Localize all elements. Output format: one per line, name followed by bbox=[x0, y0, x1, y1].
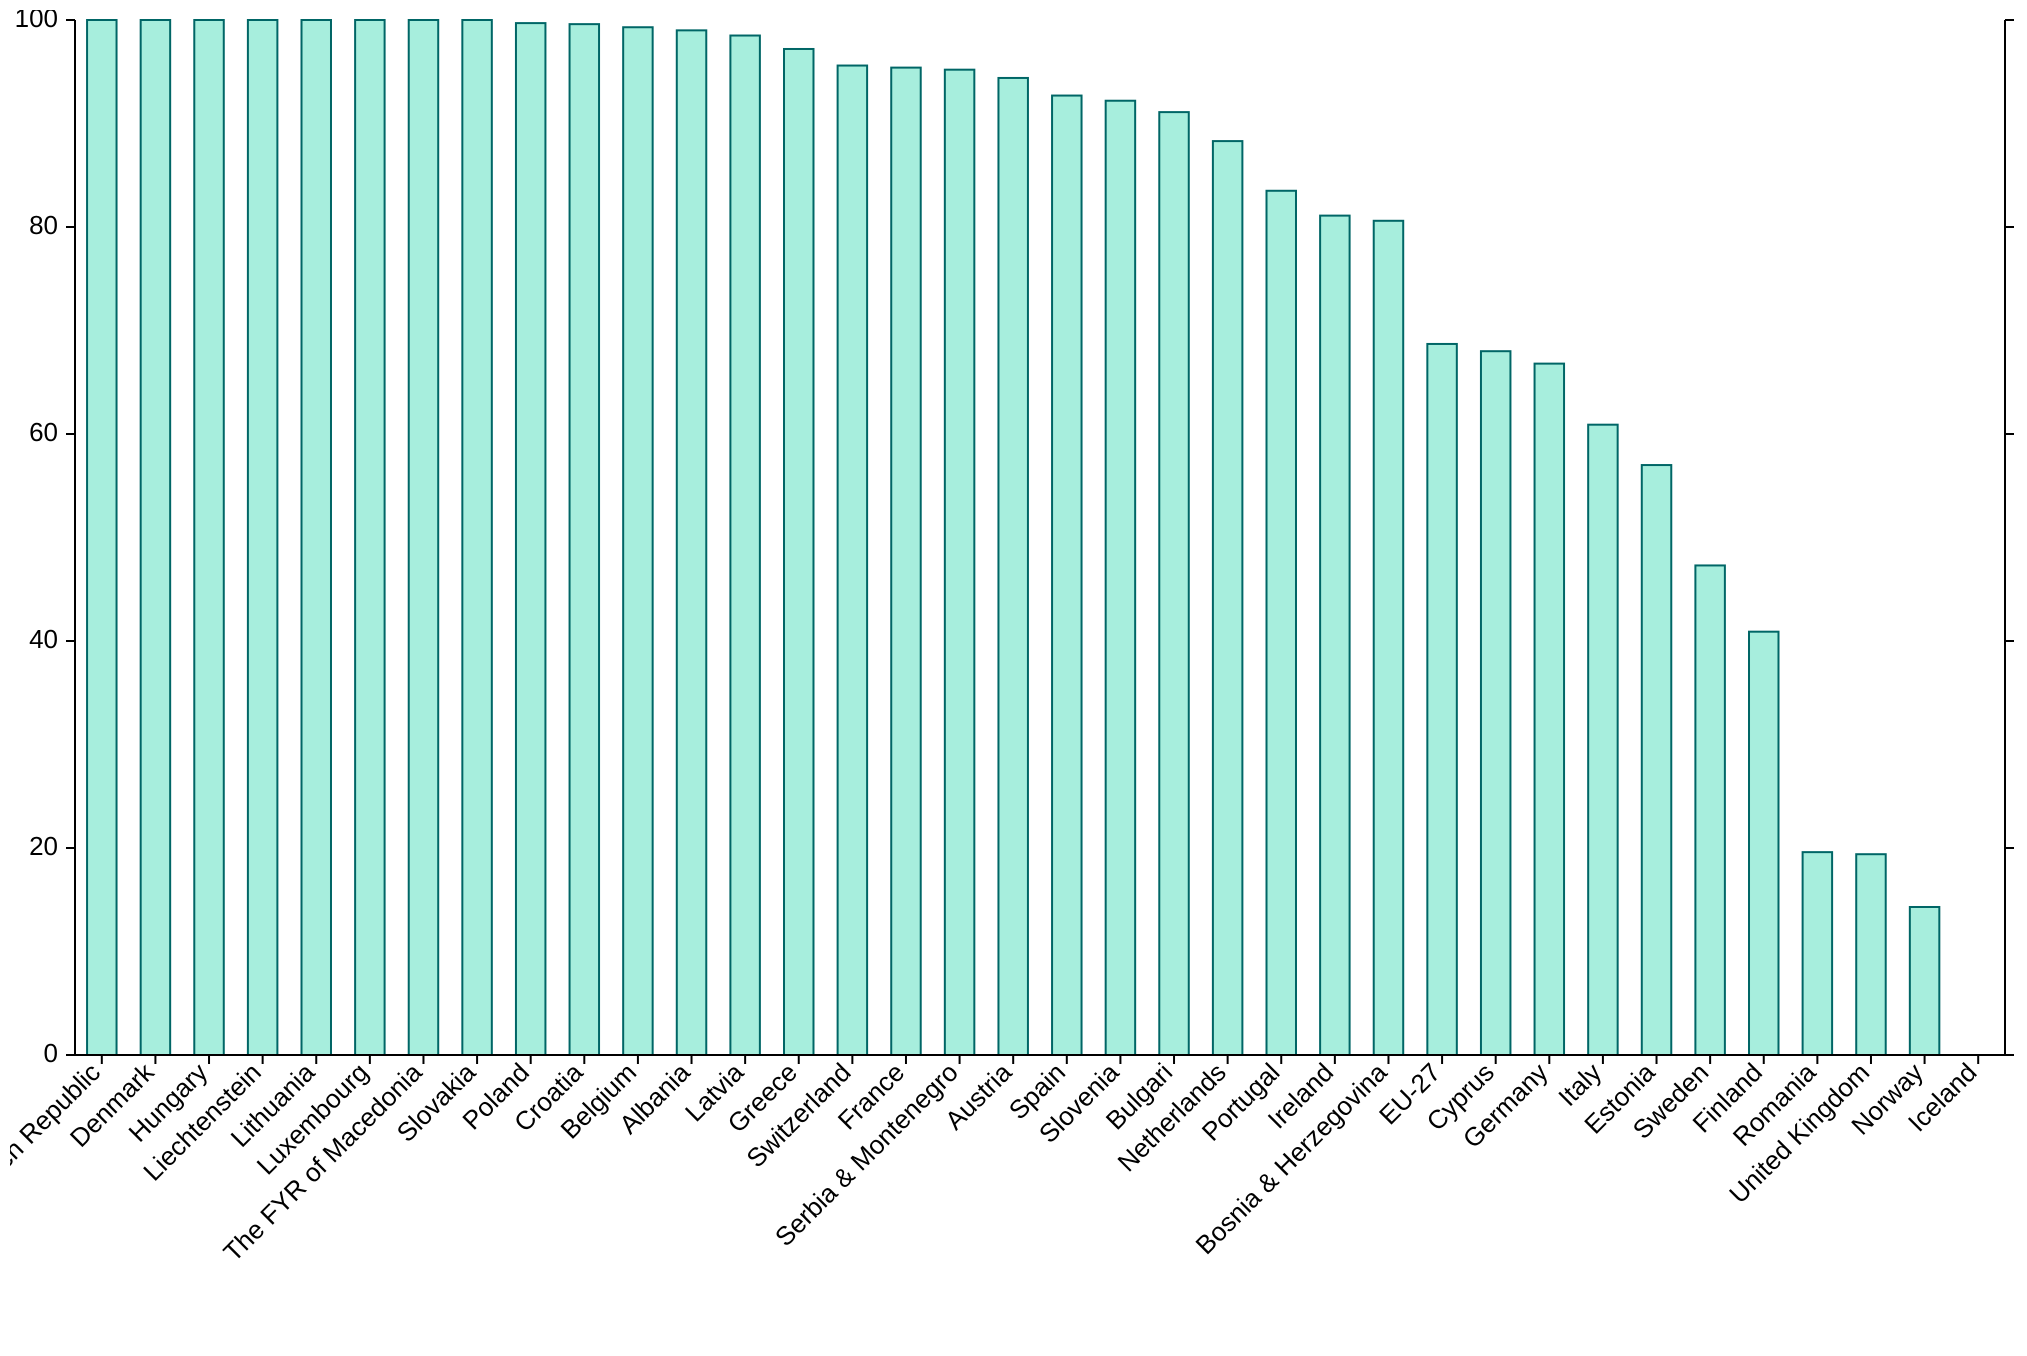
bar bbox=[1588, 425, 1617, 1055]
bar bbox=[784, 49, 813, 1055]
bar bbox=[1427, 344, 1456, 1055]
bar bbox=[838, 66, 867, 1055]
bar bbox=[623, 27, 652, 1055]
bar bbox=[1749, 632, 1778, 1055]
bar bbox=[945, 70, 974, 1055]
bar bbox=[194, 20, 223, 1055]
bar bbox=[1481, 351, 1510, 1055]
bar bbox=[1267, 191, 1296, 1055]
bar bbox=[1159, 112, 1188, 1055]
y-tick-label: 80 bbox=[29, 210, 58, 240]
bar bbox=[677, 30, 706, 1055]
bar bbox=[1642, 465, 1671, 1055]
bar-chart: 020406080100Czech RepublicDenmarkHungary… bbox=[10, 10, 2017, 1346]
y-tick-label: 100 bbox=[15, 10, 58, 33]
bar bbox=[1052, 96, 1081, 1055]
bar bbox=[730, 36, 759, 1055]
chart-svg: 020406080100Czech RepublicDenmarkHungary… bbox=[10, 10, 2017, 1346]
bar bbox=[1213, 141, 1242, 1055]
bar bbox=[516, 23, 545, 1055]
y-tick-label: 40 bbox=[29, 624, 58, 654]
bar bbox=[462, 20, 491, 1055]
bar bbox=[1320, 216, 1349, 1055]
bar bbox=[1695, 565, 1724, 1055]
bar bbox=[302, 20, 331, 1055]
bar bbox=[355, 20, 384, 1055]
bar bbox=[891, 68, 920, 1055]
bar bbox=[409, 20, 438, 1055]
y-tick-label: 20 bbox=[29, 831, 58, 861]
bar bbox=[87, 20, 116, 1055]
bar bbox=[1374, 221, 1403, 1055]
y-tick-label: 60 bbox=[29, 417, 58, 447]
bar bbox=[998, 78, 1027, 1055]
bar bbox=[1803, 852, 1832, 1055]
bar bbox=[570, 24, 599, 1055]
bar bbox=[141, 20, 170, 1055]
bar bbox=[1856, 854, 1885, 1055]
bar bbox=[248, 20, 277, 1055]
bar bbox=[1106, 101, 1135, 1055]
y-tick-label: 0 bbox=[44, 1038, 58, 1068]
bar bbox=[1535, 364, 1564, 1055]
bar bbox=[1910, 907, 1939, 1055]
